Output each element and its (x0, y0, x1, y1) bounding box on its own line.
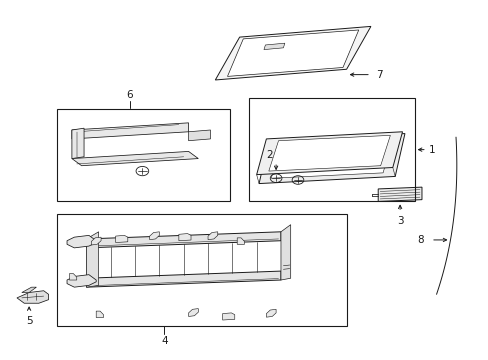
Polygon shape (22, 287, 36, 293)
Polygon shape (17, 291, 48, 303)
Text: 4: 4 (161, 337, 167, 346)
Polygon shape (67, 235, 96, 248)
Polygon shape (86, 232, 281, 248)
Polygon shape (268, 135, 389, 171)
Polygon shape (72, 123, 188, 139)
Bar (249, 98, 414, 202)
Bar (57, 109, 229, 202)
Polygon shape (259, 134, 404, 184)
Polygon shape (69, 274, 77, 280)
Polygon shape (72, 152, 198, 166)
Polygon shape (227, 30, 358, 76)
Text: 1: 1 (428, 145, 435, 155)
Polygon shape (222, 313, 234, 320)
Polygon shape (207, 232, 217, 240)
Polygon shape (281, 225, 290, 280)
Polygon shape (72, 128, 84, 158)
Bar (57, 214, 346, 327)
Polygon shape (266, 309, 276, 317)
Polygon shape (67, 275, 96, 287)
Text: 5: 5 (26, 316, 32, 326)
Polygon shape (237, 238, 244, 244)
Text: 2: 2 (266, 150, 272, 160)
Text: 6: 6 (126, 90, 133, 100)
Text: 3: 3 (396, 216, 403, 226)
Polygon shape (271, 139, 392, 178)
Polygon shape (215, 26, 370, 80)
Polygon shape (91, 237, 101, 245)
Polygon shape (179, 234, 191, 241)
Text: 8: 8 (416, 235, 423, 245)
Polygon shape (149, 232, 159, 240)
Polygon shape (188, 309, 198, 316)
Polygon shape (377, 187, 421, 202)
Polygon shape (86, 232, 99, 287)
Polygon shape (264, 43, 285, 50)
Polygon shape (188, 130, 210, 141)
Polygon shape (96, 311, 103, 318)
Text: 7: 7 (375, 69, 382, 80)
Polygon shape (86, 271, 281, 287)
Polygon shape (256, 132, 402, 175)
Polygon shape (116, 235, 127, 243)
